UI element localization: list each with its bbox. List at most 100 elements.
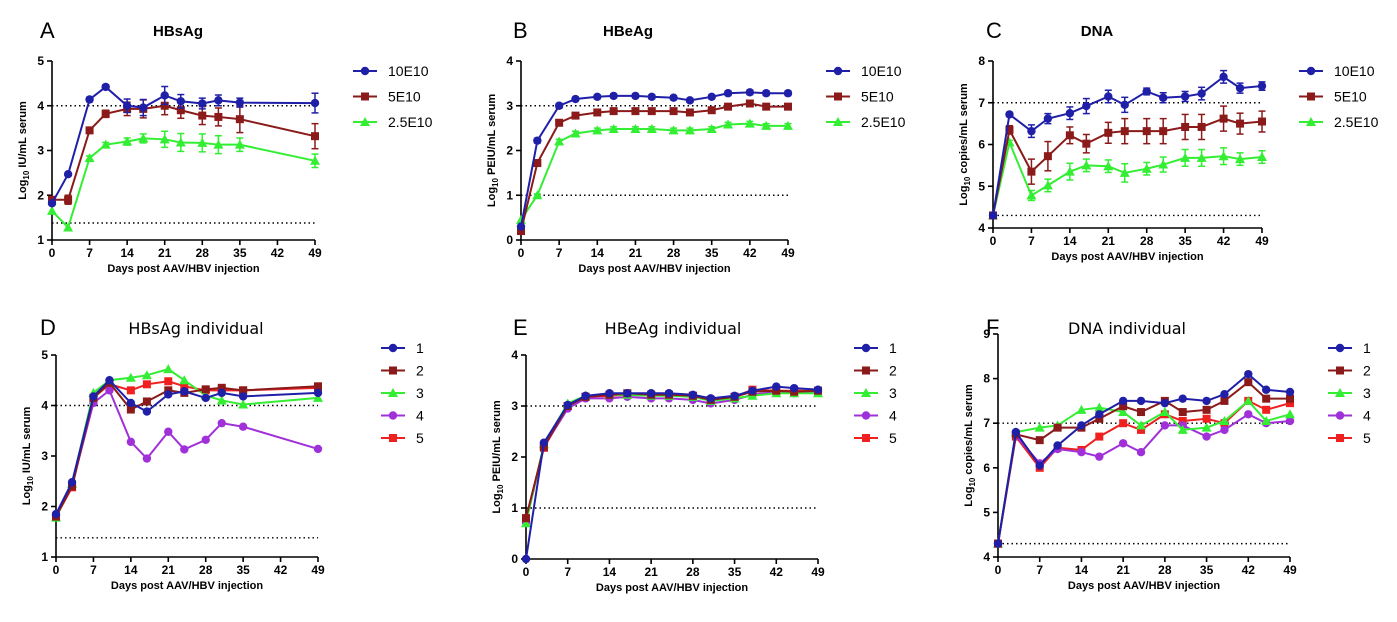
data-point: [164, 390, 173, 399]
data-point: [1136, 447, 1146, 457]
legend-label: 1: [416, 340, 424, 356]
data-point: [1077, 447, 1086, 457]
data-point: [730, 391, 739, 400]
data-point: [1094, 402, 1105, 412]
series-5E10: [517, 99, 792, 236]
data-point: [142, 407, 152, 416]
y-tick-label: 8: [983, 372, 990, 386]
series-line: [997, 399, 1291, 544]
x-tick-label: 7: [1028, 234, 1035, 248]
data-point: [631, 91, 640, 101]
x-tick-label: 14: [124, 563, 138, 577]
x-tick-label: 7: [86, 246, 93, 260]
y-label-log: Log: [17, 180, 29, 200]
data-point: [67, 478, 77, 487]
data-point: [139, 103, 148, 112]
data-point: [1160, 421, 1170, 430]
data-point: [707, 106, 716, 115]
legend-label: 10E10: [388, 63, 429, 79]
legend-entry-5: 5: [854, 430, 897, 446]
legend-entry-5E10: 5E10: [353, 89, 421, 105]
data-point: [1244, 369, 1253, 379]
y-tick-label: 4: [41, 399, 48, 413]
data-point: [745, 88, 755, 97]
y-tick-label: 9: [983, 327, 990, 341]
data-point: [122, 136, 133, 146]
data-point: [1077, 421, 1086, 430]
panel-a: A HBsAg 0 7 14 21 28 35 42 49 1 2 3 4 5 Days post AAV/H…: [17, 18, 433, 275]
legend-label: 2.5E10: [861, 114, 906, 130]
data-point: [1136, 396, 1146, 406]
x-tick-label: 21: [162, 563, 176, 577]
y-tick-label: 2: [41, 500, 48, 514]
x-tick-label: 35: [705, 246, 719, 260]
data-point: [784, 102, 792, 111]
x-tick-label: 49: [308, 246, 322, 260]
y-label-subscript: 10: [968, 477, 977, 486]
data-point: [217, 383, 226, 392]
data-point: [47, 199, 57, 208]
data-point: [101, 109, 110, 118]
panel-letter: D: [40, 315, 56, 340]
data-point: [1197, 122, 1206, 131]
chart-title: DNA: [1081, 23, 1114, 40]
data-point: [783, 120, 793, 130]
series-line: [525, 392, 818, 524]
y-axis-label: Log10 IU/mL serum: [21, 407, 35, 506]
data-point: [1218, 151, 1229, 161]
legend-label: 2.5E10: [1334, 114, 1379, 130]
data-point: [105, 376, 114, 385]
x-axis-label: Days post AAV/HBV injection: [596, 582, 748, 594]
data-point: [1027, 167, 1036, 176]
legend: 10E10 5E10 2.5E10: [353, 63, 433, 130]
series-line: [55, 388, 319, 517]
data-point: [1104, 128, 1113, 137]
x-tick-label: 21: [158, 246, 172, 260]
data-point: [217, 388, 226, 398]
x-tick-label: 35: [236, 563, 250, 577]
data-point: [1257, 152, 1267, 162]
data-point: [1065, 131, 1074, 140]
legend-marker: [389, 366, 397, 375]
data-point: [310, 98, 320, 108]
x-tick-label: 14: [1075, 563, 1089, 577]
legend-entry-2.5E10: 2.5E10: [826, 114, 906, 130]
data-point: [631, 107, 640, 116]
data-point: [1258, 117, 1266, 126]
x-tick-label: 28: [1140, 234, 1154, 248]
data-point: [1119, 419, 1128, 428]
data-point: [1219, 114, 1228, 123]
y-tick-label: 6: [978, 138, 985, 152]
y-label-unit: PEIU/mL serum: [486, 94, 498, 178]
data-point: [138, 133, 149, 143]
data-point: [1035, 436, 1044, 445]
data-point: [51, 509, 61, 519]
data-point: [532, 190, 543, 200]
data-point: [1286, 394, 1294, 403]
data-point: [706, 394, 715, 403]
data-point: [563, 400, 572, 410]
x-tick-label: 35: [1200, 563, 1214, 577]
data-point: [685, 108, 694, 117]
x-axis-label: Days post AAV/HBV injection: [1051, 251, 1203, 263]
data-point: [1261, 385, 1271, 394]
data-point: [1120, 100, 1129, 110]
data-point: [1118, 396, 1128, 406]
series-5E10: [989, 105, 1266, 220]
data-point: [1081, 160, 1092, 170]
legend-label: 1: [1363, 340, 1371, 356]
data-point: [313, 444, 323, 454]
data-point: [1235, 154, 1246, 164]
data-point: [311, 132, 319, 141]
legend-marker: [1307, 92, 1315, 101]
data-point: [313, 392, 323, 402]
y-label-subscript: 10: [22, 170, 31, 179]
data-point: [313, 388, 323, 398]
x-tick-label: 14: [1063, 234, 1077, 248]
series-5E10: [48, 96, 319, 205]
data-point: [608, 124, 619, 134]
data-point: [1257, 81, 1267, 91]
data-point: [647, 92, 656, 102]
